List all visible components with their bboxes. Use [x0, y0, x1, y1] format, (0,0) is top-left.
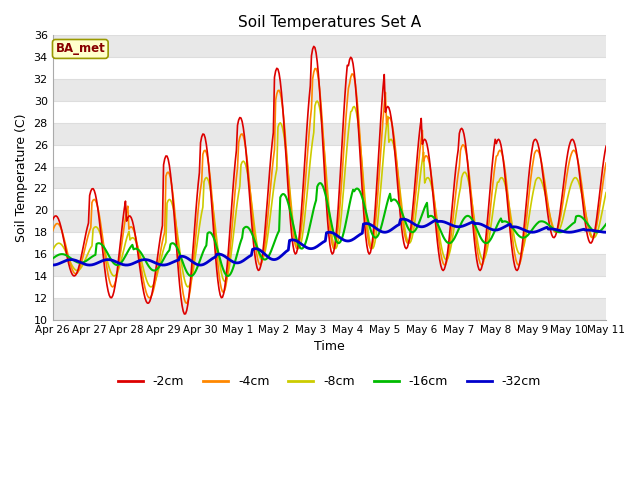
- Bar: [52, 210, 606, 232]
- Bar: [52, 298, 606, 320]
- Text: BA_met: BA_met: [56, 42, 105, 56]
- Bar: [52, 79, 606, 101]
- Legend: -2cm, -4cm, -8cm, -16cm, -32cm: -2cm, -4cm, -8cm, -16cm, -32cm: [113, 370, 546, 393]
- Bar: [52, 254, 606, 276]
- Title: Soil Temperatures Set A: Soil Temperatures Set A: [238, 15, 421, 30]
- Bar: [52, 123, 606, 145]
- X-axis label: Time: Time: [314, 340, 345, 353]
- Bar: [52, 167, 606, 189]
- Bar: [52, 36, 606, 57]
- Y-axis label: Soil Temperature (C): Soil Temperature (C): [15, 113, 28, 242]
